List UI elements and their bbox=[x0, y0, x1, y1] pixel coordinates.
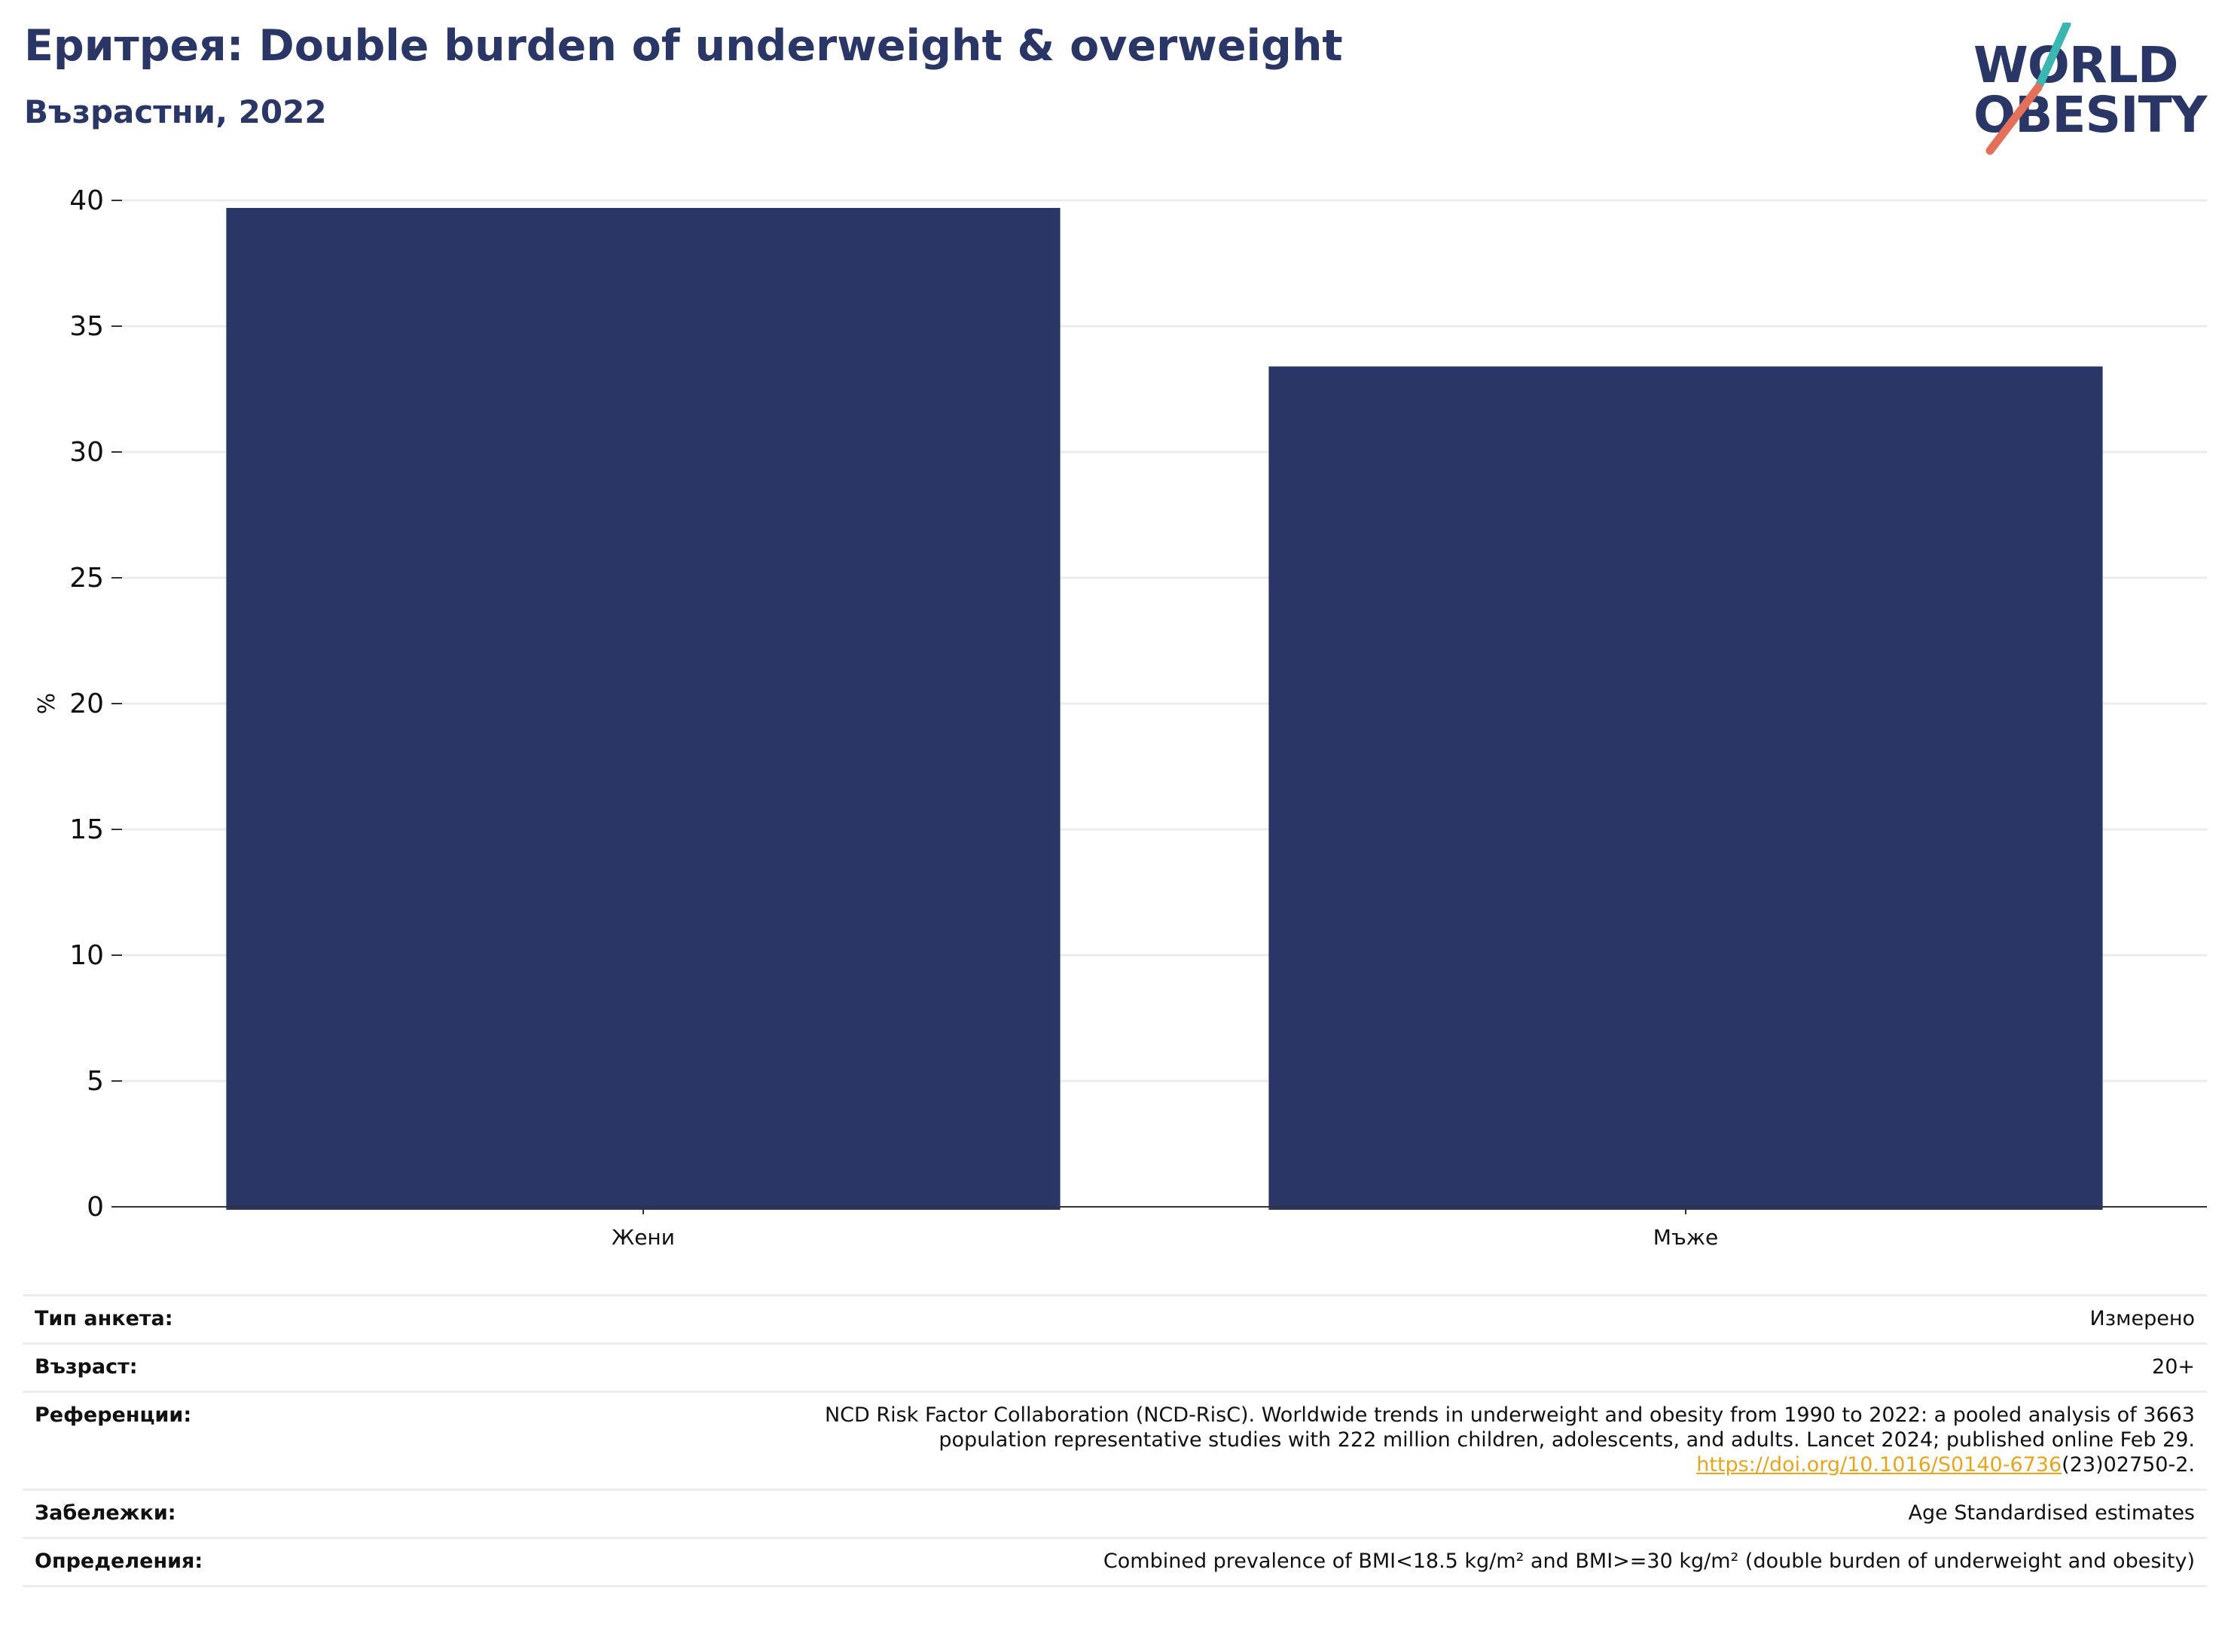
meta-row-survey-type: Тип анкета: Измерено bbox=[23, 1294, 2207, 1345]
y-tick-label: 35 bbox=[69, 311, 104, 342]
meta-row-references: Референции: NCD Risk Factor Collaboratio… bbox=[23, 1391, 2207, 1491]
meta-value-references: NCD Risk Factor Collaboration (NCD-RisC)… bbox=[348, 1391, 2207, 1491]
logo-line-world: WORLD bbox=[1973, 36, 2179, 94]
meta-value: Combined prevalence of BMI<18.5 kg/m² an… bbox=[348, 1537, 2207, 1587]
y-axis-ticks: 0 5 10 15 20 25 30 35 40 bbox=[69, 185, 122, 1223]
bars bbox=[226, 208, 2103, 1211]
doi-link[interactable]: https://doi.org/10.1016/S0140-6736 bbox=[1696, 1452, 2062, 1476]
y-tick-label: 40 bbox=[69, 185, 104, 216]
y-tick-label: 10 bbox=[69, 940, 104, 971]
meta-value: Age Standardised estimates bbox=[348, 1489, 2207, 1539]
x-axis-ticks: Жени Мъже bbox=[612, 1207, 1718, 1250]
logo-slash-icon bbox=[1985, 23, 2071, 155]
y-tick-label: 20 bbox=[69, 689, 104, 719]
world-obesity-logo: WORLD OBESITY bbox=[1966, 23, 2214, 158]
meta-row-definitions: Определения: Combined prevalence of BMI<… bbox=[23, 1537, 2207, 1587]
y-axis-label: % bbox=[34, 693, 60, 715]
reference-doi: https://doi.org/10.1016/S0140-6736(23)02… bbox=[360, 1453, 2195, 1478]
meta-label: Референции: bbox=[23, 1391, 348, 1491]
y-tick-label: 5 bbox=[87, 1066, 104, 1097]
bar bbox=[226, 208, 1061, 1210]
x-tick-label: Мъже bbox=[1653, 1225, 1718, 1250]
meta-value: 20+ bbox=[348, 1343, 2207, 1393]
bar-chart: 0 5 10 15 20 25 30 35 40 Жени Мъже % bbox=[34, 185, 2207, 1250]
meta-label: Възраст: bbox=[23, 1343, 348, 1393]
meta-label: Определения: bbox=[23, 1537, 348, 1587]
meta-row-notes: Забележки: Age Standardised estimates bbox=[23, 1489, 2207, 1539]
reference-line: NCD Risk Factor Collaboration (NCD-RisC)… bbox=[824, 1403, 2195, 1427]
x-tick-label: Жени bbox=[612, 1225, 675, 1250]
y-tick-label: 25 bbox=[69, 563, 104, 594]
bar bbox=[1268, 366, 2103, 1211]
y-tick-label: 0 bbox=[87, 1192, 104, 1223]
meta-row-age: Възраст: 20+ bbox=[23, 1343, 2207, 1393]
page-subtitle: Възрастни, 2022 bbox=[24, 93, 327, 130]
page-title: Еритрея: Double burden of underweight & … bbox=[24, 21, 1343, 71]
metadata-table: Тип анкета: Измерено Възраст: 20+ Рефере… bbox=[23, 1294, 2207, 1587]
y-tick-label: 15 bbox=[69, 814, 104, 845]
reference-line: population representative studies with 2… bbox=[939, 1428, 2195, 1452]
meta-value: Измерено bbox=[348, 1294, 2207, 1345]
meta-label: Тип анкета: bbox=[23, 1294, 348, 1345]
meta-label: Забележки: bbox=[23, 1489, 348, 1539]
doi-suffix: (23)02750-2. bbox=[2062, 1452, 2195, 1476]
y-tick-label: 30 bbox=[69, 437, 104, 468]
